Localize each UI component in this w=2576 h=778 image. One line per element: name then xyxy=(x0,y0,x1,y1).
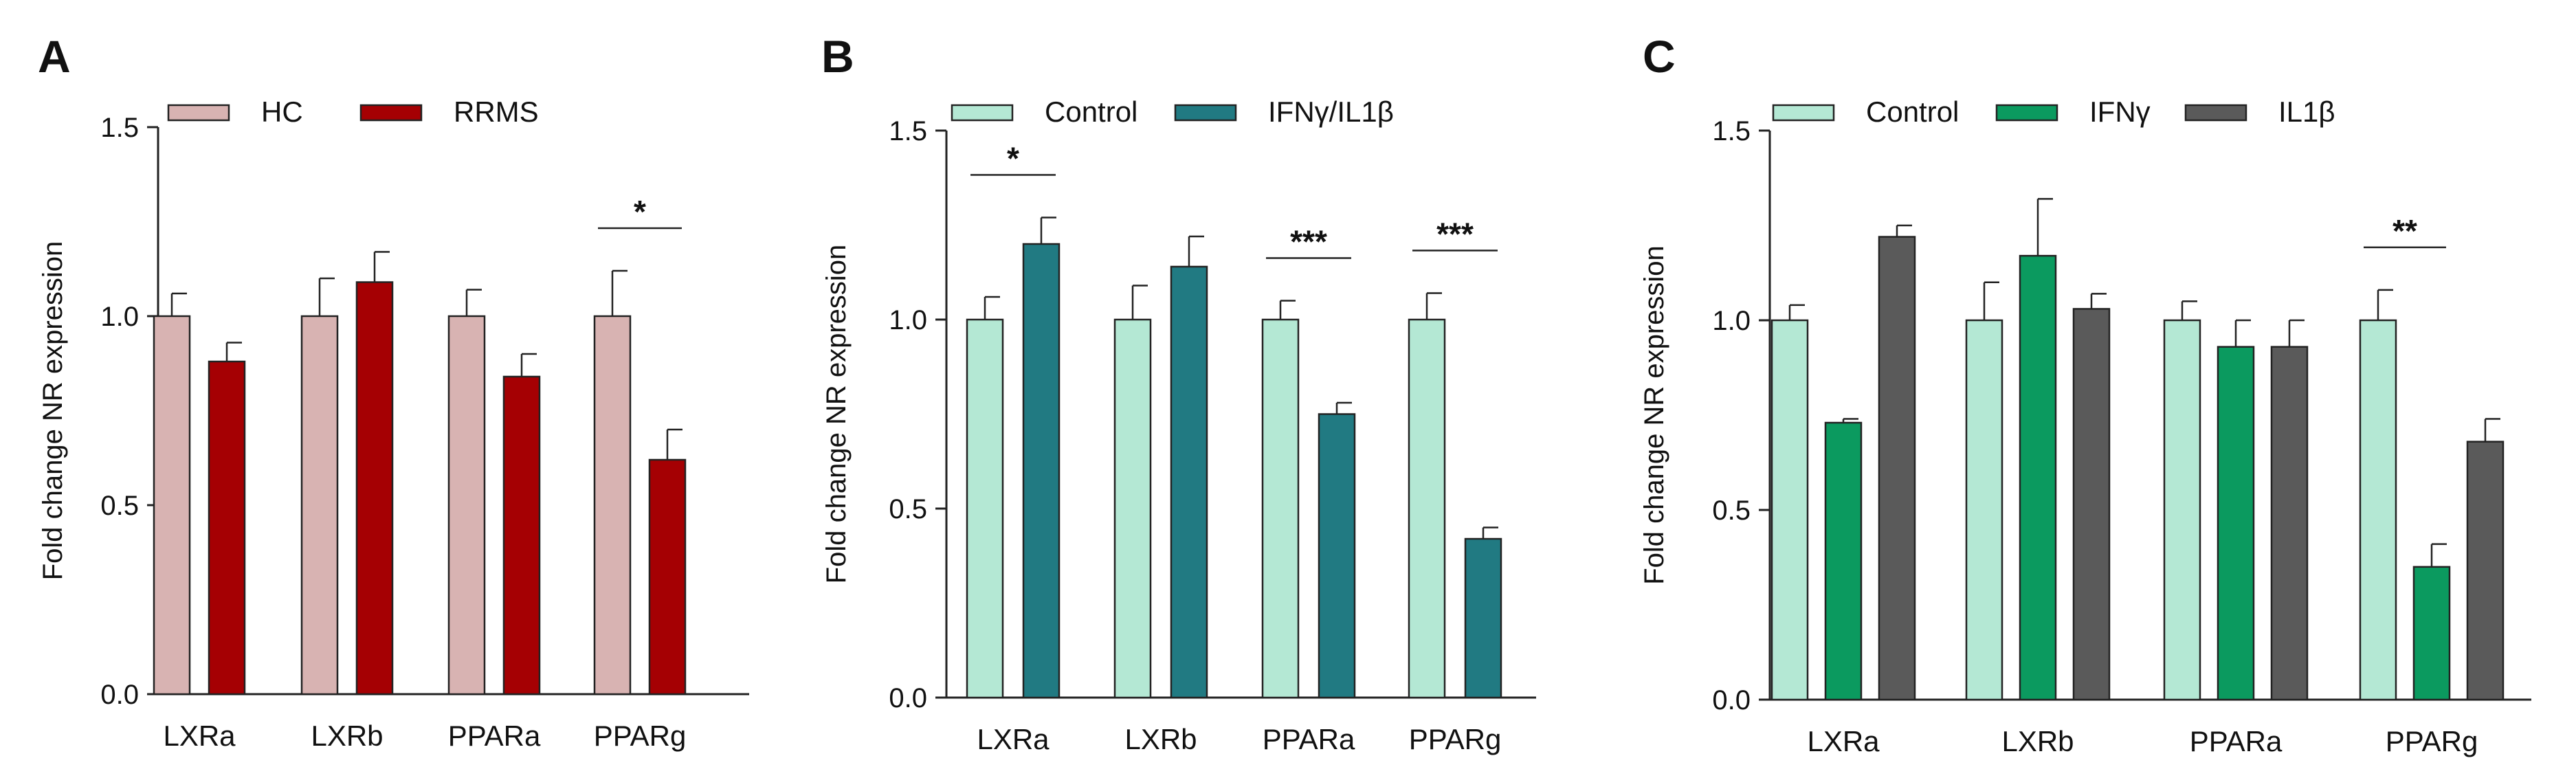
significance-label: *** xyxy=(1436,216,1474,252)
legend-label: HC xyxy=(261,96,303,128)
y-axis-label: Fold change NR expression xyxy=(38,241,68,581)
y-tick-label: 1.5 xyxy=(889,116,927,146)
x-tick-label: PPARa xyxy=(1263,723,1355,755)
bar-lxrb-series-1 xyxy=(1113,318,1152,699)
legend-label: IFNγ xyxy=(2089,96,2151,128)
x-tick-label: LXRa xyxy=(163,720,236,752)
x-tick-label: PPARa xyxy=(448,720,541,752)
bar-lxrb-series-2 xyxy=(355,281,394,696)
legend-label: RRMS xyxy=(454,96,539,128)
bar-lxrb-series-1 xyxy=(300,315,339,696)
bar-lxra-series-2 xyxy=(1022,243,1061,699)
y-axis-label: Fold change NR expression xyxy=(821,245,852,584)
y-tick-label: 0.0 xyxy=(1712,685,1751,715)
bar-lxra-series-3 xyxy=(1878,236,1916,701)
x-tick-label: PPARg xyxy=(1409,723,1502,755)
significance-label: *** xyxy=(1290,224,1327,260)
y-tick-label: 1.0 xyxy=(100,302,139,332)
y-tick-label: 0.0 xyxy=(100,680,139,710)
legend-label: Control xyxy=(1045,96,1137,128)
legend-label: IFNγ/IL1β xyxy=(1268,96,1394,128)
bar-ppara-series-2 xyxy=(1318,413,1356,699)
y-tick-label: 1.0 xyxy=(889,305,927,335)
bar-lxra-series-1 xyxy=(153,315,191,696)
x-tick-label: LXRb xyxy=(1124,723,1197,755)
legend-swatch xyxy=(1772,104,1835,122)
chart-panel-a: A Fold change NR expression 0.0 0.5 1.0 1.5 LX… xyxy=(38,31,749,752)
significance-label: * xyxy=(634,194,646,230)
bar-ppara-series-1 xyxy=(1261,318,1300,699)
y-tick-label: 1.5 xyxy=(1712,116,1751,146)
legend-swatch xyxy=(1995,104,2058,122)
legend-swatch xyxy=(1174,104,1237,122)
legend-swatch xyxy=(951,104,1014,122)
bar-lxrb-series-1 xyxy=(1965,319,2003,701)
legend-swatch xyxy=(359,104,423,122)
bar-lxra-series-2 xyxy=(208,360,246,696)
bar-ppara-series-3 xyxy=(2270,346,2309,701)
bar-pparg-series-1 xyxy=(593,315,632,696)
x-tick-label: LXRb xyxy=(311,720,383,752)
legend-swatch xyxy=(167,104,230,122)
significance-label: ** xyxy=(2392,213,2417,249)
bar-ppara-series-1 xyxy=(2163,319,2201,701)
bar-pparg-series-2 xyxy=(1464,537,1502,699)
bar-lxra-series-2 xyxy=(1824,421,1863,701)
y-axis-label: Fold change NR expression xyxy=(1639,245,1669,585)
panel-label: A xyxy=(38,31,71,82)
x-tick-label: PPARg xyxy=(594,720,687,752)
bar-lxrb-series-3 xyxy=(2072,308,2111,701)
bar-ppara-series-2 xyxy=(502,375,541,696)
y-tick-label: 1.0 xyxy=(1712,306,1751,336)
y-tick-label: 1.5 xyxy=(100,113,139,143)
x-tick-label: LXRb xyxy=(2001,725,2074,757)
legend-label: IL1β xyxy=(2278,96,2335,128)
bar-pparg-series-1 xyxy=(1408,318,1446,699)
bar-pparg-series-2 xyxy=(2412,566,2451,701)
y-tick-label: 0.5 xyxy=(100,491,139,521)
y-tick-label: 0.5 xyxy=(889,494,927,524)
bar-pparg-series-2 xyxy=(648,458,687,696)
panel-label: C xyxy=(1643,31,1676,82)
bar-lxra-series-1 xyxy=(1770,319,1809,701)
x-tick-label: PPARg xyxy=(2386,725,2478,757)
panel-label: B xyxy=(821,31,854,82)
bar-ppara-series-2 xyxy=(2217,346,2255,701)
y-tick-label: 0.0 xyxy=(889,683,927,713)
significance-label: * xyxy=(1007,141,1019,177)
y-tick-label: 0.5 xyxy=(1712,496,1751,526)
bar-lxrb-series-2 xyxy=(2019,254,2057,701)
x-tick-label: LXRa xyxy=(977,723,1050,755)
chart-panel-c: C Fold change NR expression 0.0 0.5 1.0 1.5 LX… xyxy=(1639,31,2531,757)
bar-pparg-series-1 xyxy=(2359,319,2397,701)
bar-pparg-series-3 xyxy=(2466,441,2505,701)
legend-swatch xyxy=(2184,104,2247,122)
x-tick-label: PPARa xyxy=(2190,725,2283,757)
bar-lxra-series-1 xyxy=(966,318,1004,699)
bar-ppara-series-1 xyxy=(447,315,486,696)
bar-lxrb-series-2 xyxy=(1170,265,1208,699)
chart-panel-b: B Fold change NR expression 0.0 0.5 1.0 1.5 LX… xyxy=(821,31,1536,755)
legend-label: Control xyxy=(1866,96,1959,128)
x-tick-label: LXRa xyxy=(1807,725,1880,757)
